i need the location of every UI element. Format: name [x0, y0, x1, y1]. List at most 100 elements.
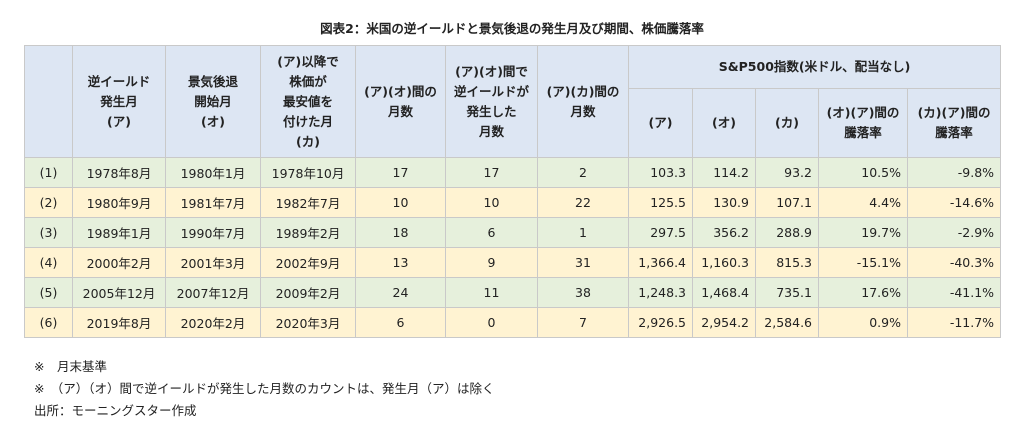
column-header: (ア)(オ)間で 逆イールドが 発生した 月数: [445, 45, 538, 158]
table-cell: 1981年7月: [165, 187, 261, 218]
table-row: (2) 1980年9月 1981年7月 1982年7月 10 10 22 125.5 130.9…: [24, 187, 1002, 218]
table-cell: (4): [24, 247, 73, 278]
table-header: 逆イールド 発生月 (ア) 景気後退 開始月 (オ) (ア)以降で 株価が 最安値を…: [24, 45, 1002, 158]
table-cell: -11.7%: [906, 307, 1002, 338]
table-row: (1) 1978年8月 1980年1月 1978年10月 17 17 2 103.3 114.2…: [24, 157, 1002, 188]
table-cell: 2000年2月: [72, 247, 166, 278]
table-cell: 1,248.3: [628, 277, 693, 308]
table-cell: 1: [537, 217, 629, 248]
table-cell: 288.9: [755, 217, 819, 248]
table-cell: 10: [355, 187, 446, 218]
table-cell: 11: [445, 277, 538, 308]
table-cell: 38: [537, 277, 629, 308]
table-cell: 1980年1月: [165, 157, 261, 188]
note: 出所：モーニングスター作成: [34, 403, 197, 418]
table-cell: 2,584.6: [755, 307, 819, 338]
table-cell: 6: [445, 217, 538, 248]
table-cell: -9.8%: [906, 157, 1002, 188]
table-cell: 4.4%: [818, 187, 908, 218]
table-cell: 125.5: [628, 187, 693, 218]
column-header: (ア): [628, 88, 693, 158]
data-table: 逆イールド 発生月 (ア) 景気後退 開始月 (オ) (ア)以降で 株価が 最安値を…: [24, 45, 1002, 338]
column-header: (ア)(カ)間の 月数: [537, 45, 629, 158]
table-cell: 356.2: [692, 217, 756, 248]
table-cell: 1982年7月: [260, 187, 356, 218]
table-cell: 1,468.4: [692, 277, 756, 308]
header-row: 逆イールド 発生月 (ア) 景気後退 開始月 (オ) (ア)以降で 株価が 最安値を…: [24, 45, 1002, 158]
column-header: (ア)以降で 株価が 最安値を 付けた月 (カ): [260, 45, 356, 158]
table-cell: 17: [355, 157, 446, 188]
table-cell: -14.6%: [906, 187, 1002, 218]
table-row: (3) 1989年1月 1990年7月 1989年2月 18 6 1 297.5 356.2 28…: [24, 217, 1002, 248]
table-cell: (2): [24, 187, 73, 218]
table-cell: (1): [24, 157, 73, 188]
note: ※ （ア）（オ）間で逆イールドが発生した月数のカウントは、発生月（ア）は除く: [34, 381, 495, 396]
table-cell: 10: [445, 187, 538, 218]
table-cell: 130.9: [692, 187, 756, 218]
table-row: (5) 2005年12月 2007年12月 2009年2月 24 11 38 1,248.3 1…: [24, 277, 1002, 308]
column-header: 景気後退 開始月 (オ): [165, 45, 261, 158]
table-cell: 0: [445, 307, 538, 338]
table-cell: 1980年9月: [72, 187, 166, 218]
table-cell: 2019年8月: [72, 307, 166, 338]
column-header: (カ)(ア)間の 騰落率: [906, 88, 1002, 158]
table-cell: 18: [355, 217, 446, 248]
table-cell: 1989年2月: [260, 217, 356, 248]
table-row: (4) 2000年2月 2001年3月 2002年9月 13 9 31 1,366.4 1,16…: [24, 247, 1002, 278]
table-cell: 2007年12月: [165, 277, 261, 308]
table-cell: 17: [445, 157, 538, 188]
table-cell: 2,954.2: [692, 307, 756, 338]
column-header: [24, 45, 73, 158]
table-body: (1) 1978年8月 1980年1月 1978年10月 17 17 2 103.3 114.2…: [24, 157, 1002, 338]
table-cell: -2.9%: [906, 217, 1002, 248]
table-cell: 297.5: [628, 217, 693, 248]
table-cell: 31: [537, 247, 629, 278]
table-cell: 6: [355, 307, 446, 338]
table-cell: (5): [24, 277, 73, 308]
table-cell: 2,926.5: [628, 307, 693, 338]
table-cell: 10.5%: [818, 157, 908, 188]
table-cell: 1989年1月: [72, 217, 166, 248]
column-header: (オ): [692, 88, 756, 158]
table-cell: 2020年3月: [260, 307, 356, 338]
column-header: (ア)(オ)間の 月数: [355, 45, 446, 158]
table-cell: 22: [537, 187, 629, 218]
table-cell: (3): [24, 217, 73, 248]
column-header: (オ)(ア)間の 騰落率: [818, 88, 908, 158]
column-header: 逆イールド 発生月 (ア): [72, 45, 166, 158]
column-header: (カ): [755, 88, 819, 158]
table-cell: 24: [355, 277, 446, 308]
table-cell: 2020年2月: [165, 307, 261, 338]
table-cell: 7: [537, 307, 629, 338]
table-cell: -15.1%: [818, 247, 908, 278]
table-cell: -40.3%: [906, 247, 1002, 278]
table-cell: 107.1: [755, 187, 819, 218]
table-cell: 815.3: [755, 247, 819, 278]
table-cell: 2: [537, 157, 629, 188]
table-cell: 2009年2月: [260, 277, 356, 308]
table-cell: 17.6%: [818, 277, 908, 308]
table-cell: (6): [24, 307, 73, 338]
table-cell: 114.2: [692, 157, 756, 188]
table-cell: 1978年8月: [72, 157, 166, 188]
table-cell: 735.1: [755, 277, 819, 308]
group-header: S&P500指数(米ドル、配当なし): [627, 45, 1002, 89]
table-cell: 1,366.4: [628, 247, 693, 278]
table-cell: 19.7%: [818, 217, 908, 248]
table-cell: 2005年12月: [72, 277, 166, 308]
table-cell: 1990年7月: [165, 217, 261, 248]
note: ※ 月末基準: [34, 359, 107, 374]
table-cell: 103.3: [628, 157, 693, 188]
table-cell: 0.9%: [818, 307, 908, 338]
table-cell: 13: [355, 247, 446, 278]
table-cell: 2002年9月: [260, 247, 356, 278]
table-cell: 1,160.3: [692, 247, 756, 278]
title: 図表2：米国の逆イールドと景気後退の発生月及び期間、株価騰落率: [320, 21, 704, 36]
header-row: (ア) (オ) (カ) (オ)(ア)間の 騰落率 (カ)(ア)間の 騰落率: [25, 88, 1002, 158]
table-cell: 93.2: [755, 157, 819, 188]
table-cell: 2001年3月: [165, 247, 261, 278]
table-cell: 1978年10月: [260, 157, 356, 188]
table-cell: -41.1%: [906, 277, 1002, 308]
table-cell: 9: [445, 247, 538, 278]
